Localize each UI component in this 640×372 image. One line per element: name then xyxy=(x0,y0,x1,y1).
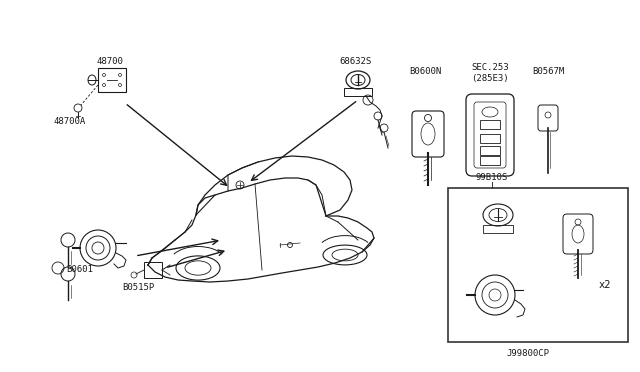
Text: B0515P: B0515P xyxy=(122,283,154,292)
Bar xyxy=(144,262,162,278)
Text: x2: x2 xyxy=(599,280,611,290)
Text: 68632S: 68632S xyxy=(339,58,371,67)
Bar xyxy=(480,134,500,143)
Text: 48700A: 48700A xyxy=(54,118,86,126)
Text: 48700: 48700 xyxy=(97,58,124,67)
Text: B0601: B0601 xyxy=(67,266,93,275)
Text: J99800CP: J99800CP xyxy=(506,350,550,359)
Text: B0567M: B0567M xyxy=(532,67,564,77)
Bar xyxy=(480,146,500,155)
Text: 99B10S: 99B10S xyxy=(476,173,508,183)
Bar xyxy=(344,88,372,96)
Bar xyxy=(448,188,628,342)
Bar xyxy=(483,225,513,233)
Text: B0600N: B0600N xyxy=(409,67,441,77)
Text: SEC.253: SEC.253 xyxy=(471,64,509,73)
Text: (285E3): (285E3) xyxy=(471,74,509,83)
Bar xyxy=(480,156,500,165)
Bar xyxy=(98,68,126,92)
Bar xyxy=(480,120,500,129)
